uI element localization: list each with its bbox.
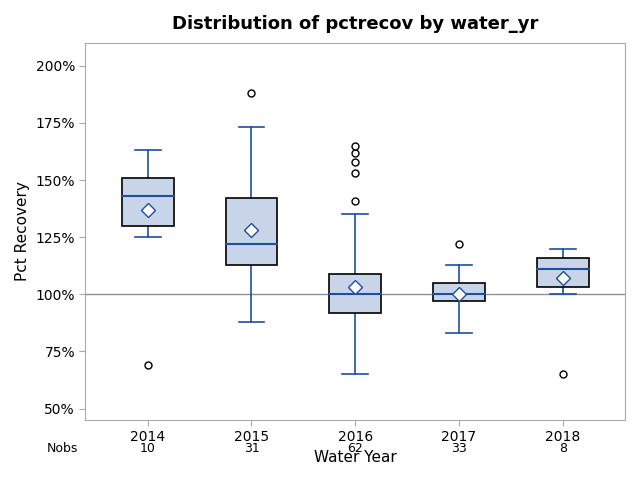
Text: 10: 10 xyxy=(140,442,156,455)
Text: 31: 31 xyxy=(244,442,259,455)
Title: Distribution of pctrecov by water_yr: Distribution of pctrecov by water_yr xyxy=(172,15,538,33)
X-axis label: Water Year: Water Year xyxy=(314,450,397,465)
Text: 62: 62 xyxy=(348,442,363,455)
Y-axis label: Pct Recovery: Pct Recovery xyxy=(15,181,30,281)
Text: 8: 8 xyxy=(559,442,567,455)
Bar xyxy=(537,258,589,288)
Text: Nobs: Nobs xyxy=(47,442,78,455)
Text: 33: 33 xyxy=(451,442,467,455)
Bar xyxy=(225,198,277,264)
Bar xyxy=(330,274,381,312)
Bar xyxy=(433,283,485,301)
Bar xyxy=(122,178,173,226)
